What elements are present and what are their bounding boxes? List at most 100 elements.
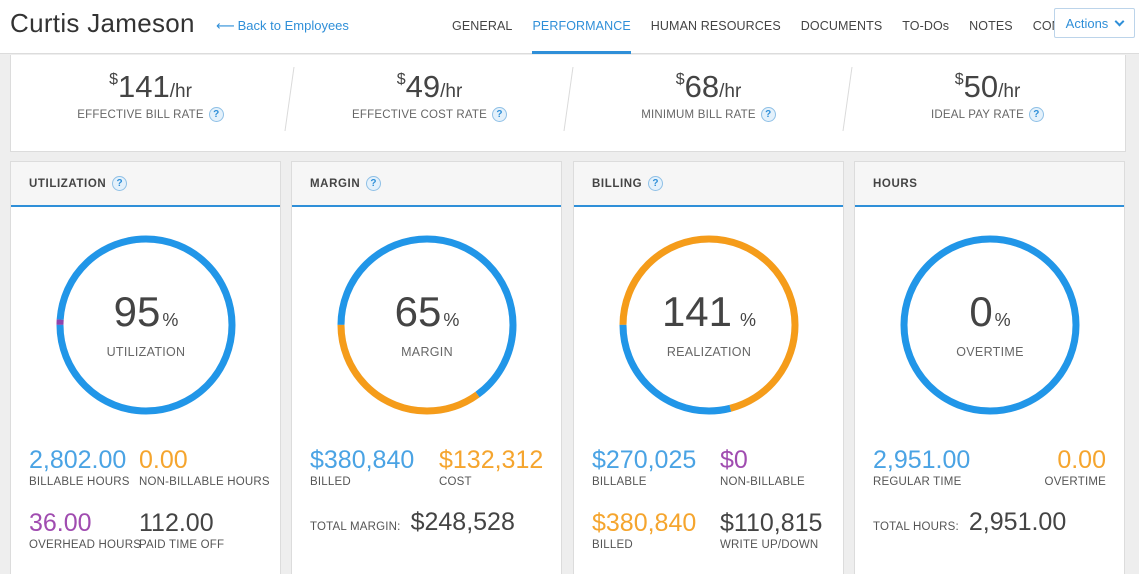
billing-card: BILLING? 141% REALIZATION $270,025 BILLA…: [573, 161, 844, 574]
donut-segment-blue: [619, 235, 799, 415]
rate-label: IDEAL PAY RATE: [931, 108, 1024, 121]
donut-unit: %: [740, 310, 757, 330]
back-link-label: Back to Employees: [237, 18, 349, 33]
total-hours: TOTAL HOURS: 2,951.00: [873, 508, 1066, 537]
arrow-left-icon: ⟵: [216, 18, 235, 33]
card-title: MARGIN: [310, 177, 361, 190]
stat-value: $380,840: [310, 446, 415, 474]
help-icon[interactable]: ?: [1028, 107, 1044, 122]
tab-general[interactable]: GENERAL: [452, 19, 513, 33]
donut-label: OVERTIME: [956, 345, 1024, 359]
donut-unit: %: [162, 310, 179, 330]
rate-currency: $: [396, 71, 406, 88]
tab-notes[interactable]: NOTES: [969, 19, 1013, 33]
stat-value: $110,815: [720, 509, 823, 537]
stat-billable: $270,025 BILLABLE: [592, 445, 696, 488]
stat-overhead-hours: 36.00 OVERHEAD HOURS: [29, 508, 141, 551]
rate-minimum-bill: $68/hr MINIMUM BILL RATE?: [569, 69, 848, 122]
stat-label: BILLABLE: [592, 476, 647, 488]
stat-label: BILLED: [310, 476, 351, 488]
tab-human-resources[interactable]: HUMAN RESOURCES: [650, 19, 781, 33]
stat-billed: $380,840 BILLED: [310, 445, 414, 488]
donut-label: REALIZATION: [666, 345, 752, 359]
stat-billed: $380,840 BILLED: [592, 508, 696, 551]
utilization-donut: [56, 235, 236, 415]
stat-value: $132,312: [439, 446, 544, 474]
help-icon[interactable]: ?: [760, 107, 776, 122]
rate-ideal-pay: $50/hr IDEAL PAY RATE?: [848, 69, 1127, 122]
rate-currency: $: [675, 71, 685, 88]
rates-panel: $141/hr EFFECTIVE BILL RATE? $49/hr EFFE…: [10, 55, 1126, 152]
stat-label: NON-BILLABLE: [720, 476, 805, 488]
stat-label: COST: [439, 476, 472, 488]
card-title: BILLING: [592, 177, 643, 190]
total-margin: TOTAL MARGIN: $248,528: [310, 508, 515, 537]
rate-currency: $: [954, 71, 964, 88]
page-header: Curtis Jameson ⟵ Back to Employees GENERA…: [0, 0, 1139, 54]
donut-value: 95: [113, 288, 161, 335]
total-label: TOTAL HOURS:: [873, 521, 959, 533]
rate-label: EFFECTIVE BILL RATE: [77, 108, 204, 121]
rate-unit: /hr: [719, 81, 742, 102]
stat-value: 112.00: [139, 509, 214, 537]
hours-card: HOURS 0% OVERTIME 2,951.00 REGULAR TIME …: [854, 161, 1125, 574]
donut-segment-blue: [337, 235, 517, 415]
help-icon[interactable]: ?: [208, 107, 224, 122]
stat-label: PAID TIME OFF: [139, 539, 225, 551]
stat-value: 0.00: [1057, 446, 1106, 474]
margin-donut: [337, 235, 517, 415]
stat-value: $0: [720, 446, 748, 474]
donut-value: 141: [661, 288, 733, 335]
margin-card: MARGIN? 65% MARGIN $380,840 BILLED $132,…: [291, 161, 562, 574]
stat-billable-hours: 2,802.00 BILLABLE HOURS: [29, 445, 130, 488]
tab-performance[interactable]: PERFORMANCE: [522, 0, 640, 54]
rate-unit: /hr: [440, 81, 463, 102]
stat-label: OVERHEAD HOURS: [29, 539, 142, 551]
donut-segment-blue: [56, 235, 236, 415]
stat-label: OVERTIME: [1044, 476, 1106, 488]
help-icon[interactable]: ?: [492, 107, 507, 122]
rate-value: 50: [963, 69, 999, 104]
rate-currency: $: [109, 71, 118, 88]
rate-value: 68: [684, 69, 720, 104]
total-value: $248,528: [410, 508, 515, 536]
rate-unit: /hr: [169, 81, 192, 102]
stat-cost: $132,312 COST: [439, 445, 543, 488]
card-title: UTILIZATION: [29, 177, 107, 190]
stat-non-billable-hours: 0.00 NON-BILLABLE HOURS: [139, 445, 270, 488]
rate-unit: /hr: [998, 81, 1021, 102]
rate-effective-bill: $141/hr EFFECTIVE BILL RATE?: [11, 69, 290, 122]
donut-segment-orange: [337, 235, 517, 415]
stat-value: 36.00: [29, 509, 92, 537]
help-icon[interactable]: ?: [366, 176, 382, 191]
rate-label: EFFECTIVE COST RATE: [352, 108, 487, 121]
stat-write-up-down: $110,815 WRITE UP/DOWN: [720, 508, 822, 551]
stat-value: 2,951.00: [873, 446, 971, 474]
stat-value: 0.00: [139, 446, 188, 474]
donut-segment-orange: [619, 235, 799, 415]
back-to-employees-link[interactable]: ⟵ Back to Employees: [216, 18, 349, 34]
rate-label: MINIMUM BILL RATE: [641, 108, 756, 121]
card-title: HOURS: [873, 177, 918, 190]
stat-value: $380,840: [592, 509, 697, 537]
chevron-down-icon: [1114, 16, 1125, 26]
rate-value: 49: [405, 69, 441, 104]
stat-overtime: 0.00 OVERTIME: [1045, 445, 1106, 488]
help-icon[interactable]: ?: [112, 176, 128, 191]
donut-value: 0: [969, 288, 993, 335]
stat-label: WRITE UP/DOWN: [720, 539, 819, 551]
actions-dropdown-button[interactable]: Actions: [1054, 8, 1135, 38]
rate-value: 141: [117, 69, 170, 104]
total-value: 2,951.00: [968, 508, 1067, 536]
donut-unit: %: [994, 310, 1011, 330]
stat-value: 2,802.00: [29, 446, 127, 474]
utilization-card: UTILIZATION? 95% UTILIZATION 2,802.00 BI…: [10, 161, 281, 574]
help-icon[interactable]: ?: [648, 176, 664, 191]
employee-name: Curtis Jameson: [10, 8, 195, 38]
tab-todos[interactable]: TO-DOs: [902, 19, 950, 33]
stat-label: NON-BILLABLE HOURS: [139, 476, 270, 488]
main-nav: GENERAL PERFORMANCE HUMAN RESOURCES DOCU…: [442, 0, 1103, 54]
hours-donut: [900, 235, 1080, 415]
tab-documents[interactable]: DOCUMENTS: [800, 19, 883, 33]
stat-value: $270,025: [592, 446, 697, 474]
